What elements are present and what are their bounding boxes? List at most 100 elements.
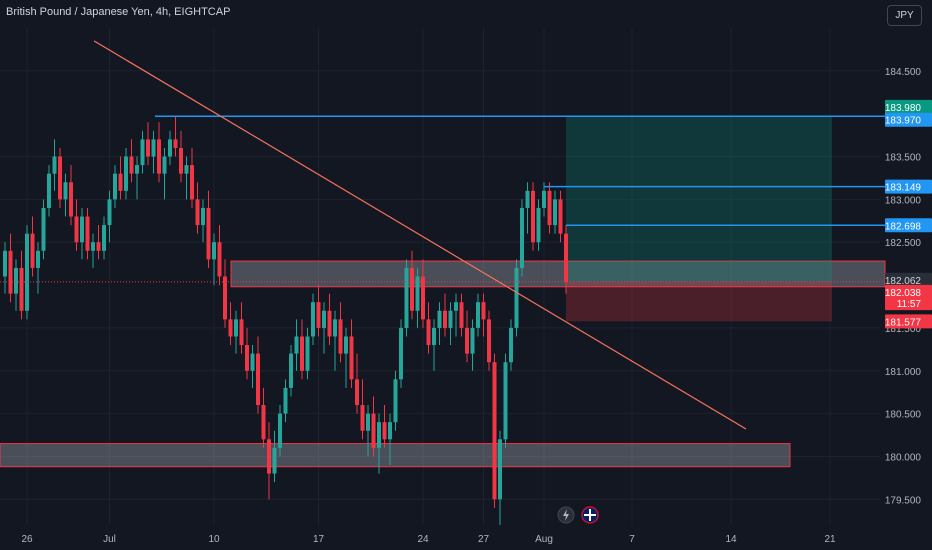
candle-body xyxy=(41,207,46,251)
price-label-bg xyxy=(885,272,932,287)
price-label: 183.980 xyxy=(885,103,922,114)
x-tick-label: 21 xyxy=(824,534,836,545)
candle-body xyxy=(300,336,304,371)
candle-body xyxy=(514,267,519,328)
candle-body xyxy=(69,182,73,217)
candle-body xyxy=(371,413,376,448)
candle-body xyxy=(157,139,161,174)
x-tick-label: 7 xyxy=(629,534,635,545)
candle-body xyxy=(234,319,238,337)
candle-body xyxy=(349,336,354,380)
support-zone xyxy=(0,443,791,468)
candle-body xyxy=(564,233,568,282)
candle-body xyxy=(267,439,271,474)
y-tick-label: 182.500 xyxy=(885,238,922,249)
take-profit-zone xyxy=(566,116,832,282)
price-label-bg xyxy=(885,218,932,233)
candle-body xyxy=(344,336,348,354)
candle-body xyxy=(250,353,255,371)
price-labels: 183.980 183.970 183.149 182.698 182.062182.0… xyxy=(885,99,932,329)
bottom-icons xyxy=(557,506,599,524)
candle-body xyxy=(96,242,101,251)
candle-body xyxy=(195,199,200,226)
candle-body xyxy=(91,242,95,251)
candle-body xyxy=(316,302,321,328)
candle-body xyxy=(487,319,491,363)
candle-body xyxy=(498,439,502,500)
candle-body xyxy=(36,250,40,268)
candle-body xyxy=(437,310,442,328)
x-tick-label: 26 xyxy=(21,534,33,545)
candle-body xyxy=(542,190,546,208)
y-tick-label: 181.500 xyxy=(885,324,922,335)
candle-body xyxy=(58,156,62,200)
price-label: 182.062 xyxy=(885,276,922,287)
candle-body xyxy=(190,165,194,200)
candle-body xyxy=(393,379,398,423)
candle-body xyxy=(3,250,7,277)
candle-body xyxy=(85,216,90,251)
candle-body xyxy=(52,156,57,174)
candle-body xyxy=(399,327,403,380)
candle-body xyxy=(30,233,35,268)
candle-body xyxy=(410,267,414,311)
x-tick-label: 14 xyxy=(725,534,737,545)
candle-body xyxy=(305,336,310,371)
candle-body xyxy=(47,173,51,208)
candle-body xyxy=(261,405,266,440)
candles xyxy=(3,116,568,525)
candle-body xyxy=(322,310,326,328)
candle-body xyxy=(239,319,244,346)
candle-body xyxy=(558,199,563,234)
candle-body xyxy=(404,267,409,328)
candle-body xyxy=(553,199,557,226)
x-tick-label: Aug xyxy=(535,534,553,545)
candle-body xyxy=(366,413,370,431)
candle-body xyxy=(509,327,513,363)
candle-body xyxy=(113,173,117,200)
y-tick-label: 179.500 xyxy=(885,495,922,506)
uk-flag-icon xyxy=(584,509,596,521)
price-label-bg xyxy=(885,99,932,114)
candle-body xyxy=(294,336,299,354)
price-label: 183.970 xyxy=(885,116,922,127)
candle-body xyxy=(465,327,469,354)
candle-body xyxy=(531,190,535,243)
candle-body xyxy=(536,207,541,243)
price-label-bg xyxy=(885,296,932,311)
candle-body xyxy=(355,379,359,406)
candle-body xyxy=(184,165,189,174)
y-tick-label: 184.500 xyxy=(885,67,922,78)
price-label-bg xyxy=(885,314,932,329)
price-label: 183.149 xyxy=(885,183,922,194)
candle-body xyxy=(520,207,524,268)
candle-body xyxy=(74,216,79,243)
candle-body xyxy=(415,276,420,311)
candle-body xyxy=(327,310,332,337)
candle-body xyxy=(338,319,343,354)
candle-body xyxy=(8,250,13,294)
overlays xyxy=(0,116,886,468)
price-label-bg xyxy=(885,179,932,194)
x-tick-label: 10 xyxy=(208,534,220,545)
price-label: 11:57 xyxy=(897,299,922,310)
candle-body xyxy=(503,362,508,440)
price-label-bg xyxy=(885,284,932,299)
candle-body xyxy=(481,302,486,320)
candle-body xyxy=(245,345,249,371)
currency-button[interactable]: JPY xyxy=(887,5,922,26)
x-tick-label: 17 xyxy=(313,534,325,545)
candle-body xyxy=(107,199,112,226)
candle-body xyxy=(162,156,167,174)
candle-body xyxy=(124,156,128,191)
y-tick-label: 183.500 xyxy=(885,153,922,164)
candle-body xyxy=(228,319,233,337)
price-label: 182.698 xyxy=(885,221,922,232)
candle-body xyxy=(168,139,172,157)
candle-body xyxy=(278,413,282,448)
price-label-bg xyxy=(885,112,932,127)
y-tick-label: 183.000 xyxy=(885,195,922,206)
x-tick-label: Jul xyxy=(103,534,116,545)
candle-body xyxy=(201,207,205,226)
